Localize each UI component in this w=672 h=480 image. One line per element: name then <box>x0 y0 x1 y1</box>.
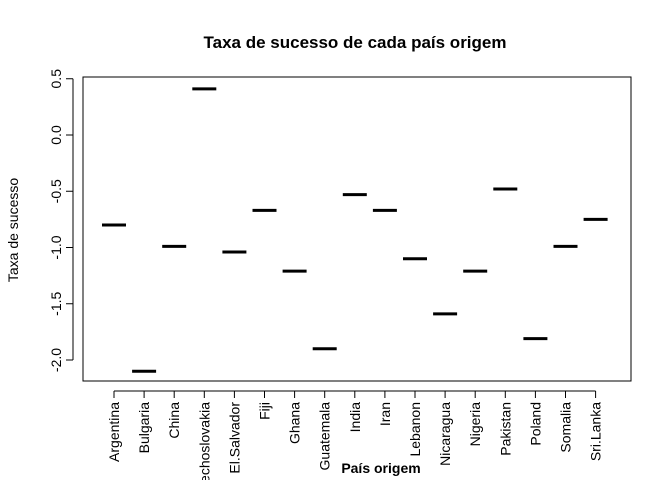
x-tick-label: Pakistan <box>497 402 513 456</box>
y-tick-label: -1.0 <box>48 235 64 259</box>
x-tick-label: El.Salvador <box>226 402 242 474</box>
data-marks <box>102 87 608 373</box>
x-tick-label: Guatemala <box>317 402 333 471</box>
x-axis: Argentina Bulgaria China Czechoslovakia El.S… <box>106 390 604 480</box>
x-tick-label: Nicaragua <box>437 402 453 466</box>
x-tick-label: Iran <box>377 402 393 426</box>
y-tick-label: -2.0 <box>48 348 64 372</box>
y-tick-label: 0.5 <box>48 69 64 89</box>
y-axis-title: Taxa de sucesso <box>5 178 21 282</box>
x-tick-label: Lebanon <box>407 402 423 457</box>
plot-frame <box>82 76 632 382</box>
x-tick-label: China <box>166 402 182 439</box>
x-tick-label: Argentina <box>106 402 122 462</box>
y-tick-label: 0.0 <box>48 125 64 145</box>
y-axis: 0.5 0.0 -0.5 -1.0 -1.5 -2.0 <box>48 69 74 372</box>
x-tick-label: Czechoslovakia <box>196 402 212 480</box>
x-tick-label: Bulgaria <box>136 402 152 454</box>
x-tick-label: Somalia <box>558 402 574 453</box>
x-tick-label: Fiji <box>257 402 273 420</box>
x-tick-label: Poland <box>527 402 543 446</box>
x-tick-label: Ghana <box>287 402 303 444</box>
x-tick-label: India <box>347 402 363 433</box>
y-tick-label: -1.5 <box>48 291 64 315</box>
chart-title: Taxa de sucesso de cada país origem <box>204 33 507 52</box>
x-tick-label: Nigeria <box>467 402 483 447</box>
x-tick-label: Sri.Lanka <box>588 402 604 461</box>
y-tick-label: -0.5 <box>48 179 64 203</box>
x-axis-title: País origem <box>341 460 420 476</box>
